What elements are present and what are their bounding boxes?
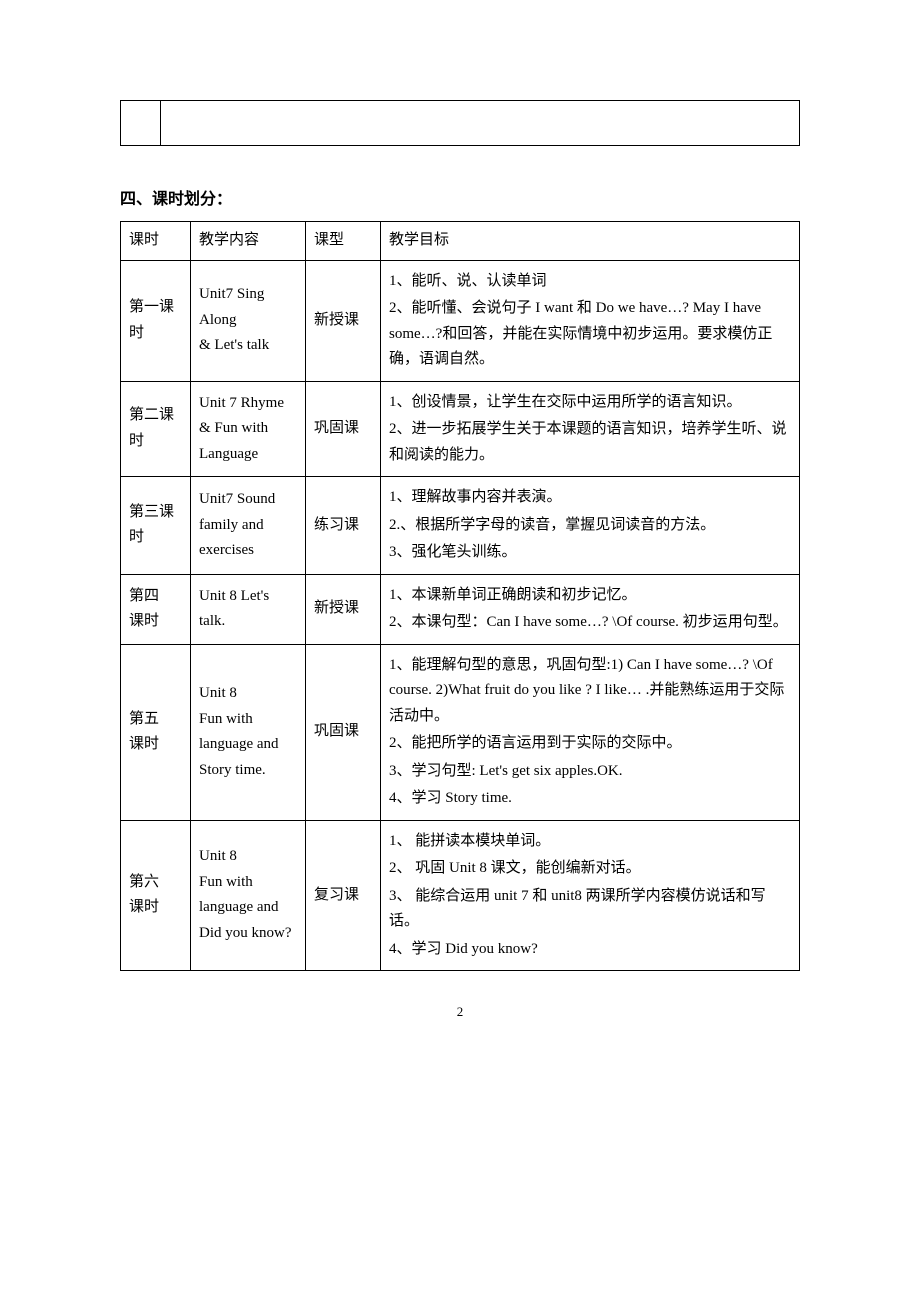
- cell-goals: 1、能听、说、认读单词2、能听懂、会说句子 I want 和 Do we hav…: [381, 260, 800, 381]
- cell-type: 新授课: [306, 260, 381, 381]
- cell-type: 新授课: [306, 574, 381, 644]
- goal-item: 2、本课句型：Can I have some…? \Of course. 初步运…: [389, 610, 791, 636]
- goal-item: 1、能听、说、认读单词: [389, 269, 791, 295]
- cell-period: 第六 课时: [121, 820, 191, 971]
- page-number: 2: [120, 1001, 800, 1023]
- cell-content: Unit 8 Fun with language and Did you kno…: [191, 820, 306, 971]
- cell-goals: 1、理解故事内容并表演。2.、根据所学字母的读音，掌握见词读音的方法。3、强化笔…: [381, 477, 800, 575]
- goal-item: 3、强化笔头训练。: [389, 540, 791, 566]
- header-period: 课时: [121, 222, 191, 261]
- table-header-row: 课时 教学内容 课型 教学目标: [121, 222, 800, 261]
- header-type: 课型: [306, 222, 381, 261]
- cell-period: 第五 课时: [121, 644, 191, 820]
- header-stub-table: [120, 100, 800, 146]
- goal-item: 2、 巩固 Unit 8 课文，能创编新对话。: [389, 856, 791, 882]
- header-content: 教学内容: [191, 222, 306, 261]
- cell-goals: 1、 能拼读本模块单词。2、 巩固 Unit 8 课文，能创编新对话。3、 能综…: [381, 820, 800, 971]
- goal-item: 1、本课新单词正确朗读和初步记忆。: [389, 583, 791, 609]
- cell-goals: 1、本课新单词正确朗读和初步记忆。2、本课句型：Can I have some……: [381, 574, 800, 644]
- goal-item: 1、创设情景，让学生在交际中运用所学的语言知识。: [389, 390, 791, 416]
- goal-item: 4、学习 Did you know?: [389, 937, 791, 963]
- table-row: 第三课时Unit7 Sound family and exercises练习课1…: [121, 477, 800, 575]
- table-row: 第五 课时Unit 8 Fun with language and Story …: [121, 644, 800, 820]
- goal-item: 1、 能拼读本模块单词。: [389, 829, 791, 855]
- table-row: 第六 课时Unit 8 Fun with language and Did yo…: [121, 820, 800, 971]
- cell-content: Unit 8 Let's talk.: [191, 574, 306, 644]
- goal-item: 2、能听懂、会说句子 I want 和 Do we have…? May I h…: [389, 296, 791, 373]
- goal-item: 1、理解故事内容并表演。: [389, 485, 791, 511]
- stub-cell-left: [121, 101, 161, 146]
- goal-item: 2.、根据所学字母的读音，掌握见词读音的方法。: [389, 513, 791, 539]
- cell-type: 练习课: [306, 477, 381, 575]
- lesson-plan-table: 课时 教学内容 课型 教学目标 第一课时Unit7 Sing Along & L…: [120, 221, 800, 971]
- cell-period: 第三课时: [121, 477, 191, 575]
- table-row: 第二课时Unit 7 Rhyme & Fun with Language巩固课1…: [121, 381, 800, 477]
- cell-content: Unit7 Sound family and exercises: [191, 477, 306, 575]
- goal-item: 3、学习句型: Let's get six apples.OK.: [389, 759, 791, 785]
- cell-type: 巩固课: [306, 644, 381, 820]
- goal-item: 2、进一步拓展学生关于本课题的语言知识，培养学生听、说和阅读的能力。: [389, 417, 791, 468]
- table-row: 第一课时Unit7 Sing Along & Let's talk新授课1、能听…: [121, 260, 800, 381]
- goal-item: 1、能理解句型的意思，巩固句型:1) Can I have some…? \Of…: [389, 653, 791, 730]
- cell-type: 巩固课: [306, 381, 381, 477]
- cell-goals: 1、创设情景，让学生在交际中运用所学的语言知识。2、进一步拓展学生关于本课题的语…: [381, 381, 800, 477]
- cell-period: 第二课时: [121, 381, 191, 477]
- cell-period: 第一课时: [121, 260, 191, 381]
- header-goals: 教学目标: [381, 222, 800, 261]
- table-row: 第四 课时Unit 8 Let's talk.新授课1、本课新单词正确朗读和初步…: [121, 574, 800, 644]
- goal-item: 4、学习 Story time.: [389, 786, 791, 812]
- section-title: 四、课时划分：: [120, 186, 800, 213]
- cell-content: Unit7 Sing Along & Let's talk: [191, 260, 306, 381]
- cell-goals: 1、能理解句型的意思，巩固句型:1) Can I have some…? \Of…: [381, 644, 800, 820]
- cell-period: 第四 课时: [121, 574, 191, 644]
- cell-content: Unit 8 Fun with language and Story time.: [191, 644, 306, 820]
- cell-content: Unit 7 Rhyme & Fun with Language: [191, 381, 306, 477]
- goal-item: 3、 能综合运用 unit 7 和 unit8 两课所学内容模仿说话和写话。: [389, 884, 791, 935]
- cell-type: 复习课: [306, 820, 381, 971]
- goal-item: 2、能把所学的语言运用到于实际的交际中。: [389, 731, 791, 757]
- stub-cell-right: [161, 101, 800, 146]
